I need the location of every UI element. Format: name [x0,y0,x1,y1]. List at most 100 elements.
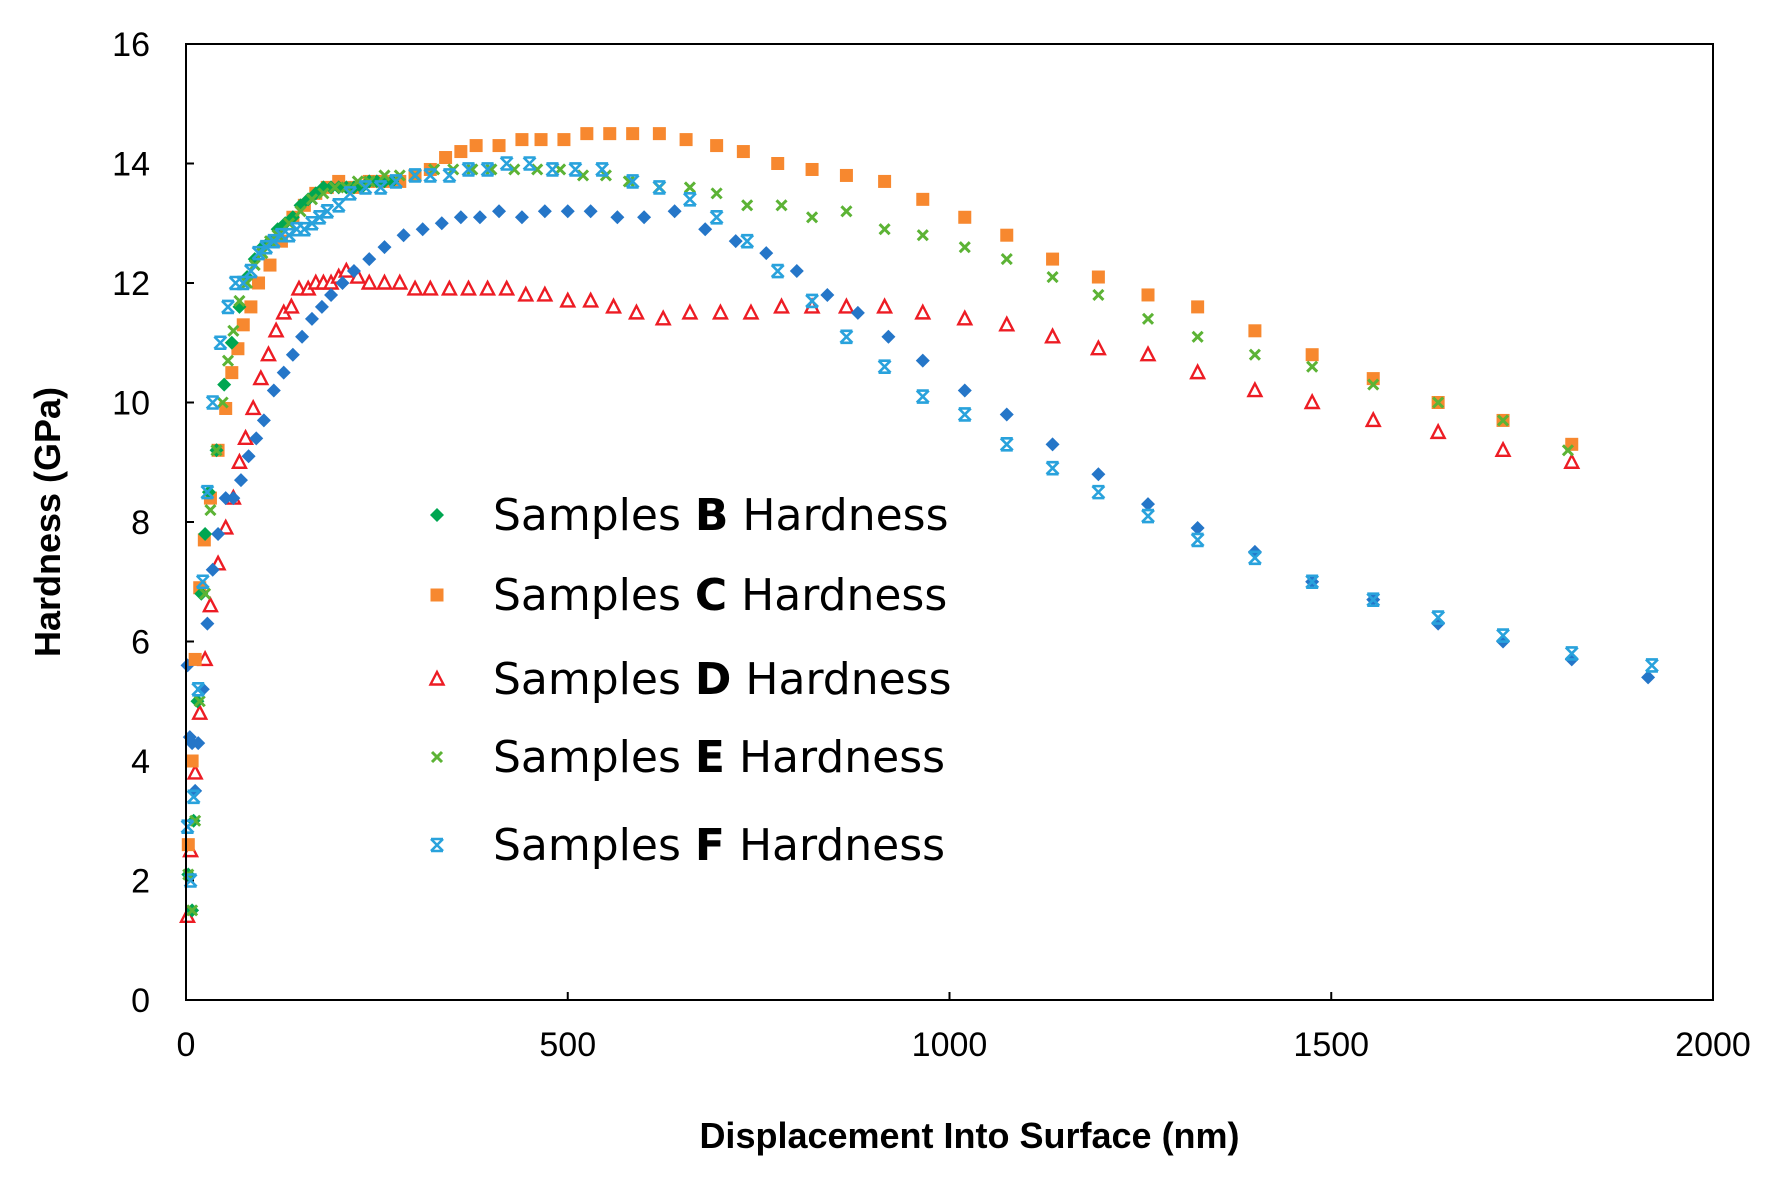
data-point [256,413,271,428]
legend-item: Samples F Hardness [430,820,945,871]
data-point [1494,440,1512,457]
data-point [201,596,219,613]
x-tick-label: 0 [177,1026,196,1064]
data-point [233,473,248,488]
y-tick-label: 0 [131,982,150,1020]
data-point [210,444,223,457]
data-point [415,222,430,237]
data-point [320,204,335,219]
data-point [679,133,693,147]
data-point [839,329,854,345]
data-point [241,449,256,464]
data-point [346,264,361,279]
axis-ticks [185,43,1714,1001]
data-point [358,180,373,195]
data-point [515,133,529,147]
data-point [1429,422,1447,440]
data-point [1000,253,1013,266]
data-point [362,252,377,267]
data-point [492,139,506,153]
data-point [1306,360,1319,373]
legend-label-letter: B [695,490,729,541]
data-point [806,211,819,224]
data-point [958,241,971,254]
data-point [373,180,388,195]
data-point [186,904,199,917]
data-point [251,245,266,261]
data-point [314,299,329,314]
data-point [1141,288,1155,302]
legend-label-prefix: Samples [493,820,695,871]
data-point [1305,348,1319,362]
data-point [194,586,209,601]
data-point [199,587,212,600]
y-tick-label: 8 [131,504,150,542]
data-point [837,297,855,314]
data-point [218,491,233,506]
data-point [820,287,835,302]
data-point [193,695,206,708]
data-point [423,168,438,183]
data-point [304,311,319,326]
legend-marker [428,669,446,686]
data-point [878,174,892,188]
data-point [191,703,209,720]
data-point [998,315,1016,332]
legend-item: Samples E Hardness [430,732,945,783]
legend-label-prefix: Samples [493,570,695,621]
data-point [1141,312,1155,325]
data-point [1364,410,1382,428]
data-point [958,210,972,224]
data-point [259,345,277,362]
data-point [681,303,699,320]
legend-item: Samples B Hardness [430,490,949,541]
data-point [228,275,243,291]
data-point [282,297,300,314]
data-point [915,389,930,404]
data-point [453,210,468,225]
data-point [1190,532,1205,548]
data-point [652,180,667,195]
data-point [1645,658,1659,673]
data-point [771,157,785,170]
data-point [305,215,319,231]
plot-area-frame [185,43,1714,1001]
data-point [736,145,750,159]
legend-label-letter: D [695,654,732,705]
data-point [267,321,285,338]
data-point [217,518,235,535]
data-point [1565,437,1579,451]
data-point [221,299,235,315]
data-point [195,682,210,697]
x-tick-labels: 0 500 1000 1500 2000 [177,1026,1751,1064]
data-point [406,279,424,296]
data-point [230,452,248,469]
data-point [195,574,210,590]
legend-item: Samples D Hardness [428,654,952,705]
data-point [560,204,575,219]
data-point [682,192,697,207]
data-point [331,198,346,213]
data-point [1045,460,1060,476]
data-point [1191,300,1205,314]
data-point [442,168,457,183]
data-point [224,335,239,350]
data-point [710,139,724,153]
data-point [916,192,930,206]
data-point [741,199,754,212]
data-point [266,383,281,398]
data-point [213,335,228,351]
data-point [710,187,723,200]
data-point [626,127,640,141]
data-point [297,221,312,237]
data-point [181,838,195,852]
data-point [916,229,929,242]
data-point [517,285,535,302]
data-point [1141,497,1156,512]
data-point [1431,610,1446,625]
data-point [1247,550,1262,566]
data-point [605,297,623,314]
data-point [200,616,215,631]
data-point [878,223,891,236]
